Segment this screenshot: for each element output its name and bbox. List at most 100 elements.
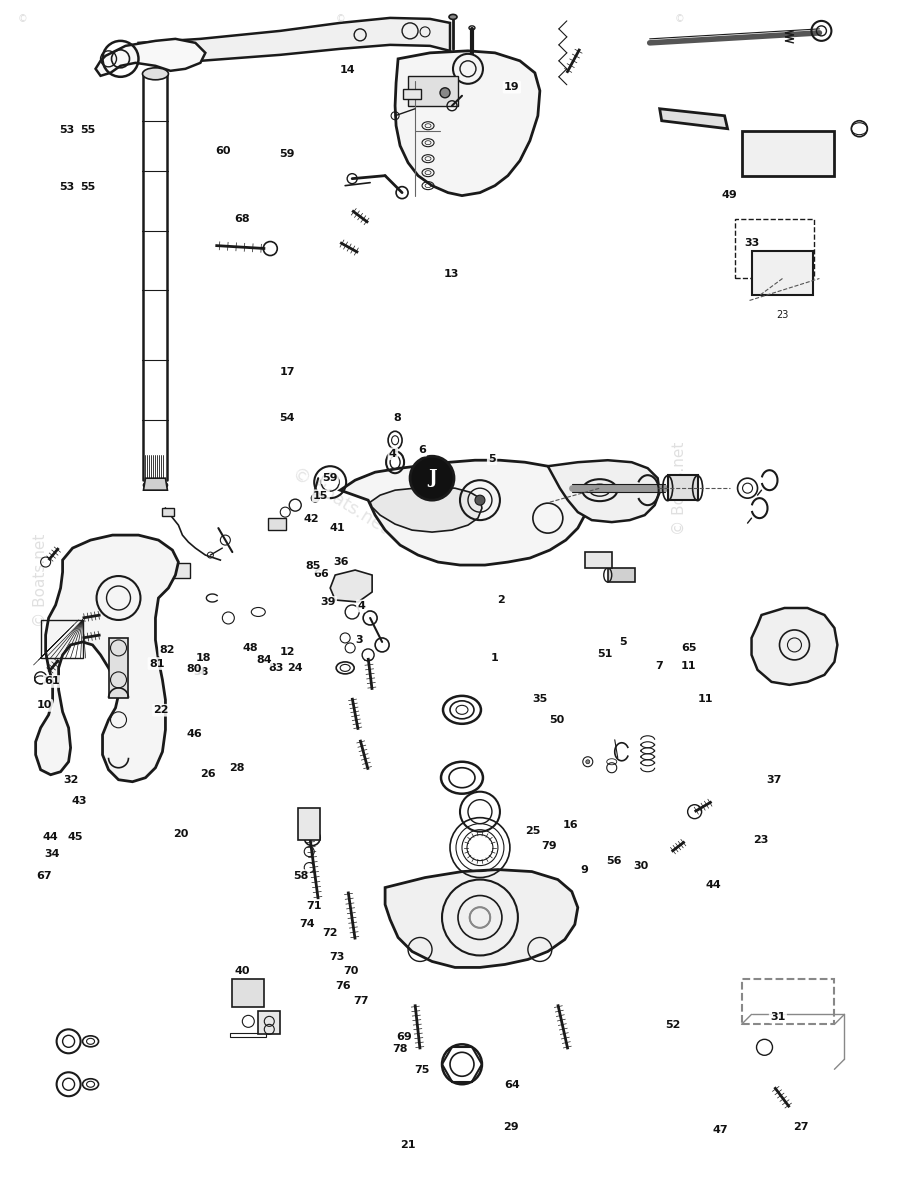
Text: J: J	[428, 469, 436, 487]
Text: 69: 69	[395, 1032, 411, 1043]
Text: 78: 78	[392, 1044, 408, 1055]
Text: 18: 18	[196, 653, 211, 662]
Text: 61: 61	[44, 677, 60, 686]
Text: 25: 25	[524, 827, 539, 836]
Text: 76: 76	[336, 980, 351, 991]
Text: 27: 27	[792, 1122, 807, 1132]
Text: 5: 5	[618, 637, 626, 647]
Text: 52: 52	[664, 1020, 679, 1031]
Text: 28: 28	[229, 763, 244, 773]
Polygon shape	[607, 568, 634, 582]
Text: 64: 64	[503, 1080, 520, 1091]
Bar	[230, 1033, 266, 1037]
Circle shape	[410, 456, 454, 500]
Text: 55: 55	[80, 125, 96, 136]
Text: 3: 3	[355, 635, 363, 644]
Text: 73: 73	[329, 952, 345, 962]
Text: 81: 81	[149, 659, 164, 668]
Text: 49: 49	[721, 190, 736, 200]
Text: 50: 50	[548, 715, 564, 725]
Polygon shape	[138, 18, 449, 62]
Text: 54: 54	[280, 413, 295, 422]
Polygon shape	[395, 50, 539, 196]
Text: 37: 37	[766, 775, 781, 785]
Text: 56: 56	[605, 856, 621, 866]
Circle shape	[311, 494, 318, 502]
Text: 83: 83	[268, 664, 283, 673]
Text: 58: 58	[293, 870, 308, 881]
Text: 72: 72	[322, 928, 337, 938]
Text: 17: 17	[280, 367, 295, 377]
Bar	[741, 979, 833, 1025]
Text: © Boats.net: © Boats.net	[289, 463, 391, 536]
Text: 22: 22	[153, 706, 169, 715]
Text: 45: 45	[68, 833, 83, 842]
Text: 77: 77	[354, 996, 369, 1007]
Circle shape	[585, 760, 589, 763]
Bar	[169, 563, 190, 578]
Text: 4: 4	[389, 449, 396, 458]
Text: 41: 41	[329, 523, 345, 533]
Polygon shape	[35, 535, 179, 781]
Text: 44: 44	[42, 833, 58, 842]
Bar	[108, 638, 128, 698]
Text: ©: ©	[674, 14, 684, 24]
Polygon shape	[548, 461, 659, 522]
Text: 47: 47	[712, 1124, 727, 1134]
Text: ©: ©	[18, 14, 27, 24]
Circle shape	[474, 496, 484, 505]
Text: 38: 38	[193, 667, 208, 677]
Text: © Boats.net: © Boats.net	[33, 533, 48, 626]
Text: 53: 53	[59, 125, 74, 136]
Text: 79: 79	[540, 841, 556, 851]
Text: 24: 24	[287, 664, 302, 673]
Text: 14: 14	[340, 66, 355, 76]
Circle shape	[439, 88, 449, 97]
Text: 59: 59	[280, 149, 295, 160]
Text: 82: 82	[160, 646, 175, 655]
Bar	[402, 89, 420, 98]
Text: 74: 74	[299, 918, 315, 929]
Text: 8: 8	[393, 413, 400, 422]
Text: 13: 13	[443, 269, 459, 280]
Text: 39: 39	[320, 598, 336, 607]
Bar	[41, 620, 82, 658]
Text: 11: 11	[697, 695, 713, 704]
Text: 71: 71	[306, 900, 321, 911]
Text: 40: 40	[235, 966, 250, 977]
Polygon shape	[384, 870, 577, 967]
Polygon shape	[330, 570, 372, 602]
Text: 51: 51	[596, 649, 612, 659]
Text: 6: 6	[418, 445, 425, 455]
Bar	[268, 518, 286, 530]
Text: 35: 35	[531, 695, 547, 704]
Text: 42: 42	[304, 514, 319, 523]
Text: 43: 43	[71, 797, 87, 806]
Text: 1: 1	[491, 653, 498, 662]
Text: © Boats.net: © Boats.net	[671, 442, 686, 535]
Polygon shape	[659, 109, 727, 128]
Text: 4: 4	[357, 601, 365, 611]
Polygon shape	[667, 475, 697, 500]
Text: 70: 70	[343, 966, 358, 977]
Text: 2: 2	[497, 595, 504, 605]
Text: 29: 29	[502, 1122, 519, 1132]
Text: ©: ©	[335, 14, 345, 24]
Polygon shape	[96, 38, 205, 76]
Text: 7: 7	[654, 661, 662, 671]
Text: 46: 46	[187, 730, 202, 739]
Text: 84: 84	[256, 655, 272, 665]
Text: 33: 33	[743, 238, 759, 248]
Polygon shape	[750, 608, 836, 685]
Bar	[298, 808, 320, 840]
Bar	[733, 218, 814, 278]
Polygon shape	[584, 552, 611, 568]
Text: 85: 85	[306, 562, 321, 571]
Text: 30: 30	[632, 860, 648, 871]
Text: 19: 19	[503, 82, 520, 92]
Text: 34: 34	[44, 850, 60, 859]
Text: 75: 75	[414, 1064, 429, 1075]
Text: 68: 68	[235, 214, 250, 224]
Ellipse shape	[448, 14, 456, 19]
Text: 11: 11	[680, 661, 695, 671]
